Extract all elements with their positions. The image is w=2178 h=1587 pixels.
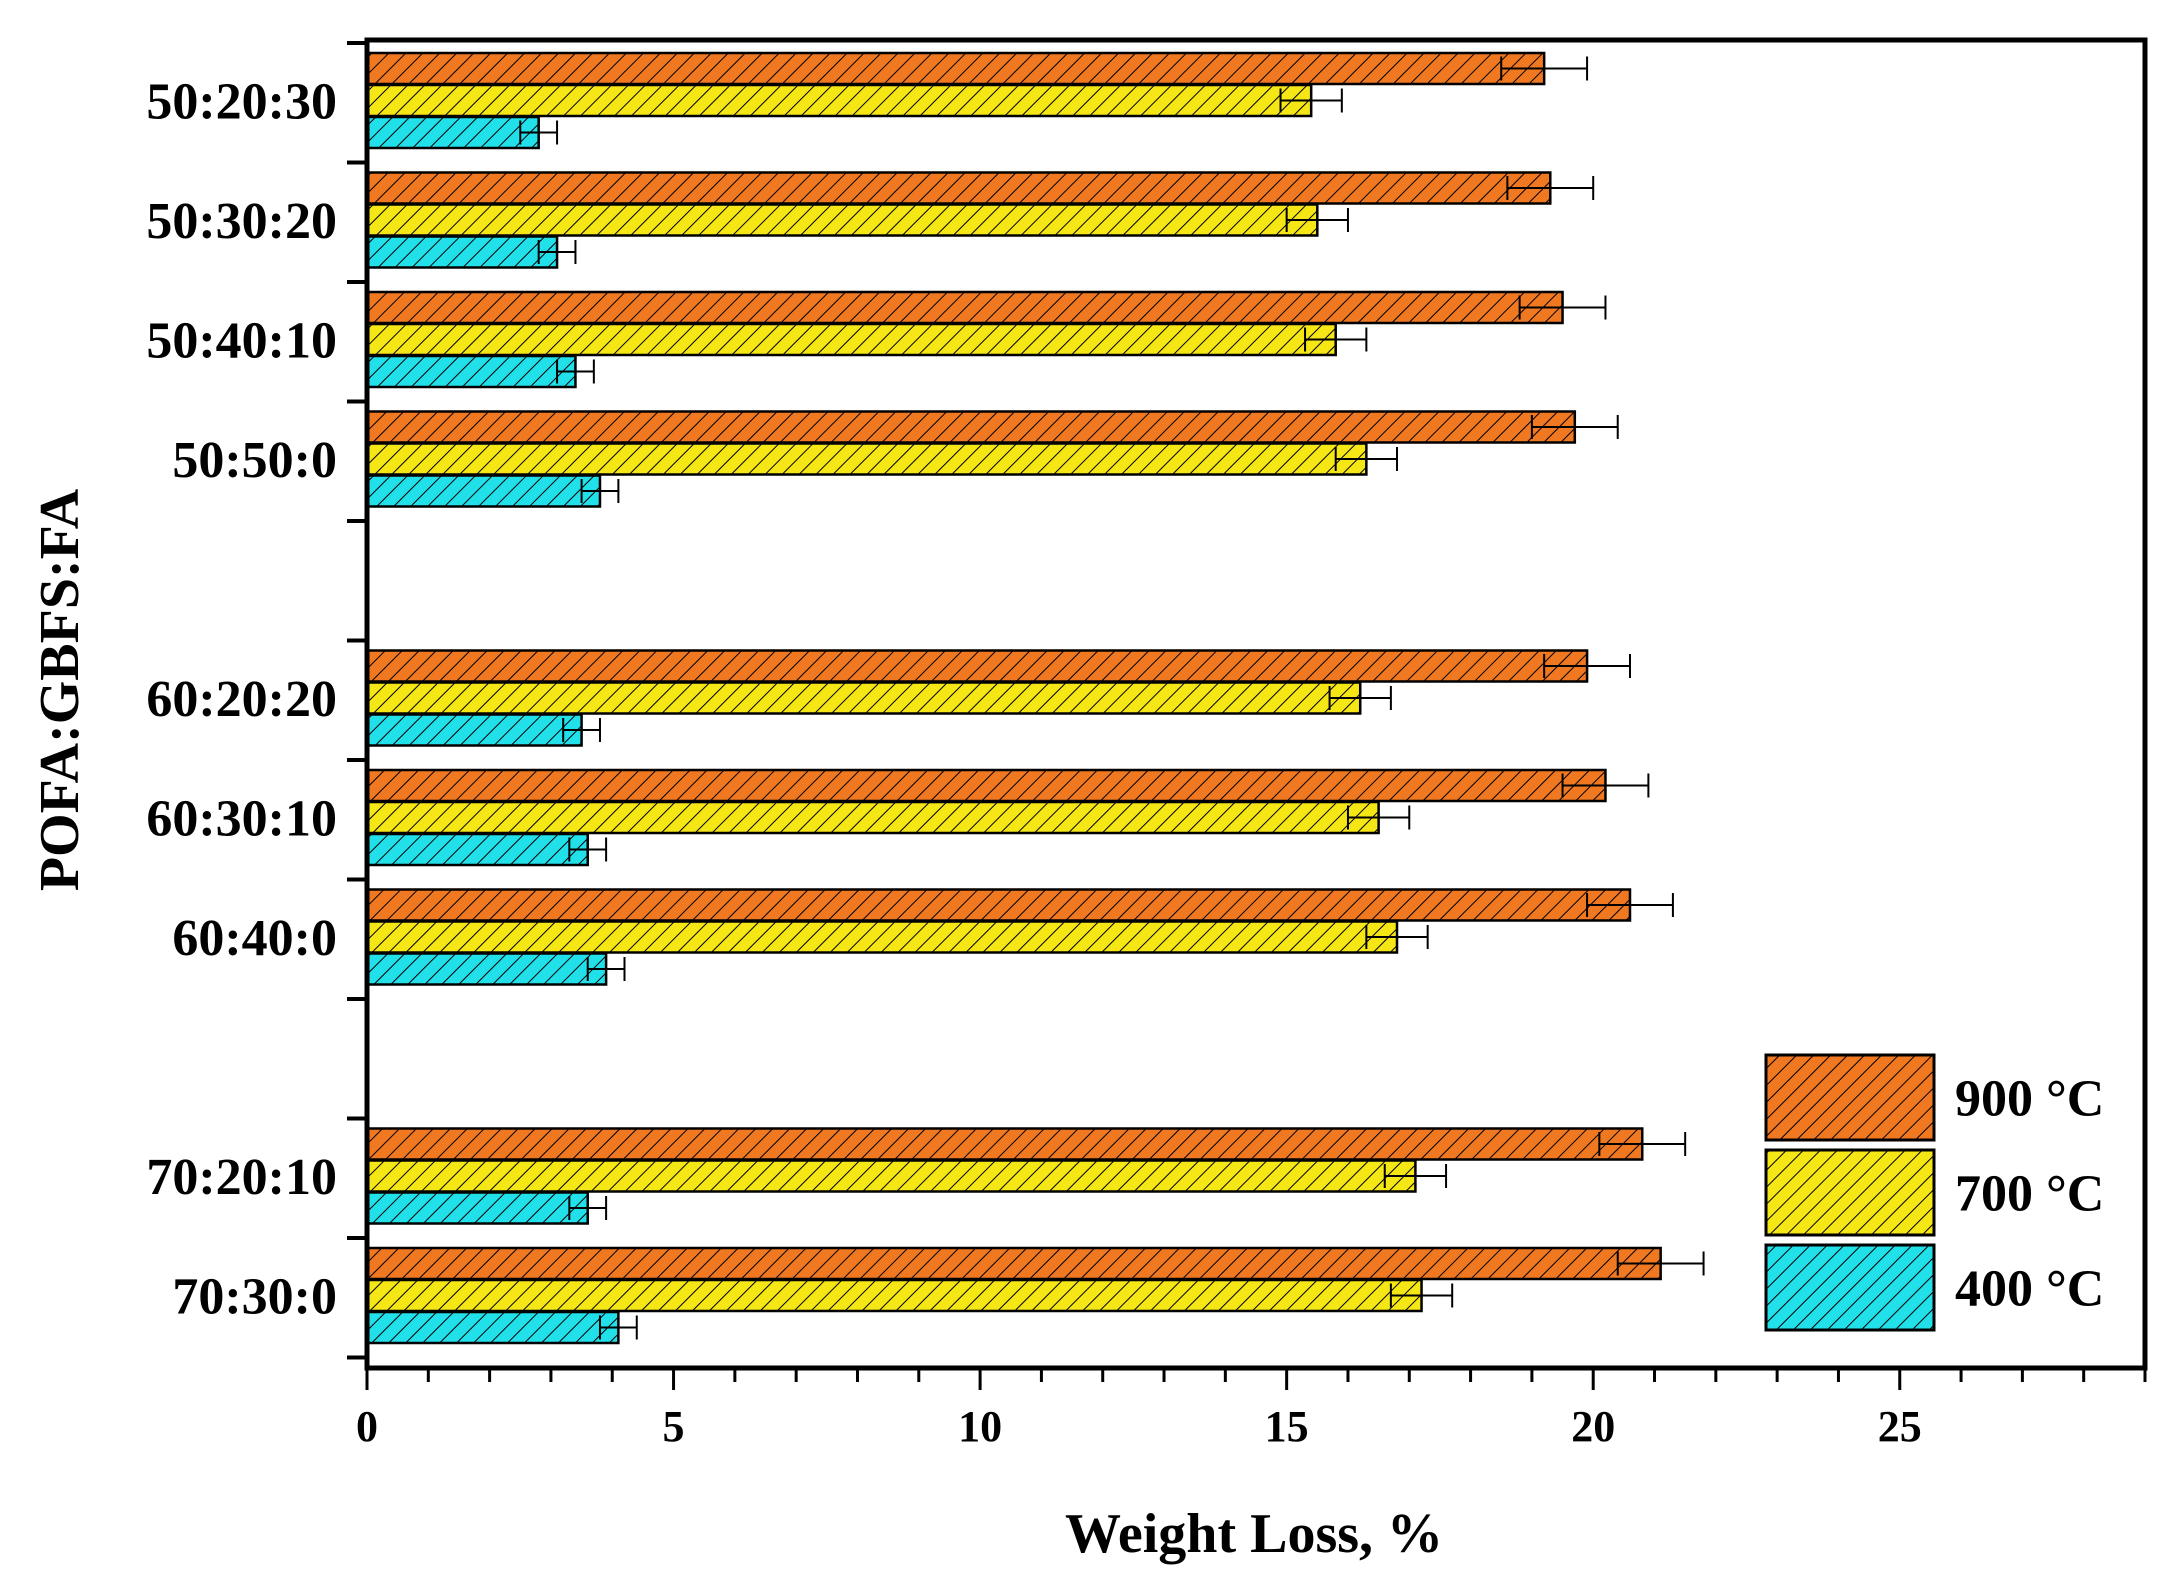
bar-hatch — [367, 204, 1318, 236]
x-tick-label: 20 — [1571, 1402, 1615, 1451]
bar-hatch — [367, 172, 1551, 204]
legend-label: 700 °C — [1955, 1166, 2104, 1223]
category-label: 70:30:0 — [172, 1269, 337, 1326]
bar-hatch — [367, 889, 1630, 921]
bar-hatch — [367, 292, 1563, 323]
bar-hatch — [367, 650, 1588, 682]
bar-hatch — [367, 53, 1545, 84]
bars-layer — [365, 51, 1705, 1345]
category-label: 60:40:0 — [172, 910, 337, 967]
category-label: 60:30:10 — [146, 791, 337, 848]
bar-hatch — [367, 714, 582, 746]
bar-hatch — [367, 770, 1606, 801]
legend-label: 400 °C — [1955, 1261, 2104, 1318]
bar-hatch — [367, 475, 600, 507]
bar-hatch — [367, 921, 1398, 953]
bar-hatch — [367, 682, 1361, 714]
category-label: 50:20:30 — [146, 74, 337, 131]
x-tick-label: 10 — [958, 1402, 1002, 1451]
bar-hatch — [367, 85, 1312, 116]
x-tick-label: 15 — [1265, 1402, 1309, 1451]
category-label: 50:30:20 — [146, 193, 337, 250]
bar-hatch — [367, 324, 1336, 355]
x-tick-label: 25 — [1878, 1402, 1922, 1451]
legend-swatch-hatch — [1766, 1055, 1934, 1140]
legend-swatch-hatch — [1766, 1150, 1934, 1235]
bar-hatch — [367, 117, 539, 148]
category-label: 60:20:20 — [146, 671, 337, 728]
bar-hatch — [367, 443, 1367, 475]
bar-hatch — [367, 1128, 1643, 1160]
legend: 900 °C 700 °C 400 °C — [1764, 1053, 2104, 1332]
category-label: 50:40:10 — [146, 313, 337, 370]
x-tick-label: 0 — [356, 1402, 378, 1451]
legend-swatch-hatch — [1766, 1245, 1934, 1330]
bar-hatch — [367, 1280, 1422, 1311]
legend-label: 900 °C — [1955, 1071, 2104, 1128]
bar-hatch — [367, 1160, 1416, 1192]
x-tick-label: 5 — [663, 1402, 685, 1451]
category-label: 50:50:0 — [172, 432, 337, 489]
bar-hatch — [367, 834, 588, 865]
bar-hatch — [367, 1192, 588, 1224]
bar-hatch — [367, 356, 576, 387]
plot-frame — [364, 37, 2148, 1371]
bar-hatch — [367, 802, 1379, 833]
x-axis-title: Weight Loss, % — [1065, 1503, 1443, 1565]
bar-hatch — [367, 1248, 1661, 1279]
bar-hatch — [367, 236, 558, 268]
bar-hatch — [367, 1312, 619, 1343]
bar-hatch — [367, 953, 607, 985]
y-axis-title: POFA:GBFS:FA — [29, 488, 91, 891]
axes-layer: 50:20:30 50:30:20 50:40:10 50:50:0 60:20:20 6… — [146, 37, 2148, 1451]
bar-hatch — [367, 411, 1575, 443]
category-label: 70:20:10 — [146, 1149, 337, 1206]
